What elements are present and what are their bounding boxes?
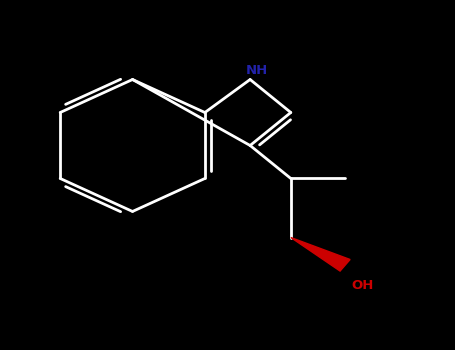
Polygon shape: [291, 238, 350, 271]
Text: NH: NH: [246, 64, 268, 77]
Text: OH: OH: [352, 279, 374, 292]
